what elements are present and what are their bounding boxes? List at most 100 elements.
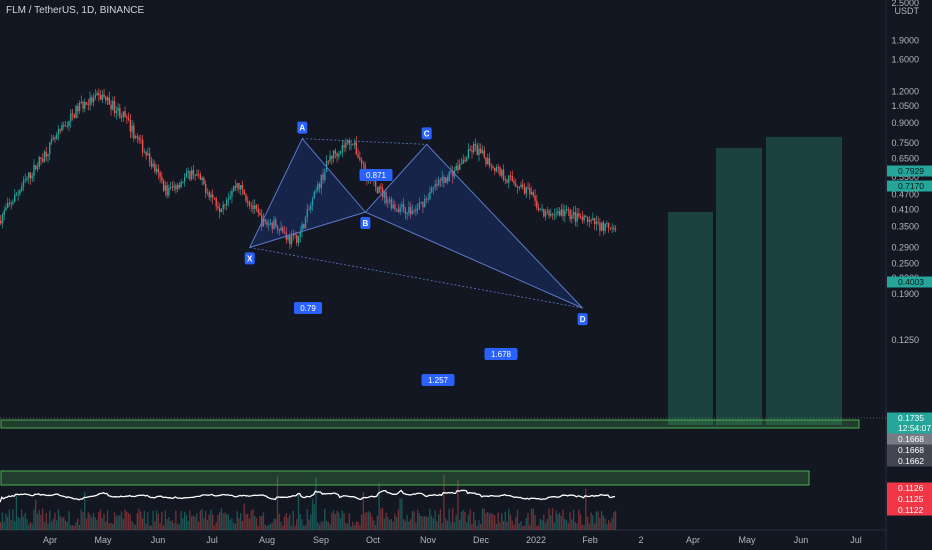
volume-bar [289, 514, 291, 530]
candle-body [276, 226, 279, 230]
candle-body [599, 223, 601, 231]
volume-bar [322, 521, 324, 530]
candle-body [49, 142, 51, 155]
candle-body [43, 151, 46, 162]
volume-bar [213, 525, 216, 530]
candle-body [485, 157, 487, 165]
volume-bar [341, 510, 343, 530]
candle-body [557, 211, 559, 214]
candle-body [359, 157, 361, 160]
candle-body [208, 192, 210, 198]
volume-bar [541, 520, 543, 530]
candle-body [204, 184, 207, 193]
candle-body [203, 177, 205, 185]
candle-body [180, 181, 182, 188]
price-tag-label: 0.7929 [898, 166, 924, 176]
volume-bar [380, 508, 382, 530]
ratio-label: 1.257 [428, 376, 449, 385]
candle-body [306, 209, 308, 217]
candle-body [66, 125, 68, 127]
candle-body [40, 157, 42, 159]
candle-body [233, 186, 235, 192]
volume-bar [161, 511, 163, 530]
candle-body [548, 210, 550, 216]
volume-bar [516, 509, 519, 530]
volume-bar [294, 525, 296, 530]
price-tag-label: 0.4003 [898, 277, 924, 287]
candle-body [339, 151, 342, 155]
candle-body [569, 210, 571, 220]
volume-bar [592, 515, 594, 530]
candle-body [115, 111, 118, 113]
volume-bar [464, 511, 466, 530]
volume-bar [436, 521, 438, 530]
candle-body [138, 137, 140, 140]
candle-body [590, 220, 592, 221]
candle-body [585, 215, 587, 218]
volume-bar [271, 522, 273, 530]
candle-body [471, 150, 473, 153]
candle-body [576, 213, 578, 222]
volume-bar [33, 509, 35, 530]
volume-bar [397, 509, 400, 530]
volume-bar [203, 517, 205, 530]
candle-body [527, 187, 529, 189]
candle-body [259, 212, 261, 216]
candle-body [522, 184, 524, 187]
candle-body [550, 213, 552, 216]
volume-bar [460, 511, 463, 530]
candle-body [257, 208, 259, 213]
candle-body [14, 194, 16, 203]
candle-body [395, 209, 398, 210]
volume-bar [247, 513, 249, 530]
candle-body [374, 180, 377, 188]
price-tag-label: 0.1126 [898, 483, 924, 493]
candle-body [494, 167, 496, 172]
candle-body [124, 111, 126, 117]
candle-body [483, 150, 485, 158]
candle-body [7, 202, 9, 208]
candle-body [301, 224, 303, 232]
candle-body [105, 96, 107, 101]
volume-bar [450, 522, 452, 530]
candle-body [290, 235, 293, 245]
volume-bar [236, 511, 238, 530]
volume-bar [366, 512, 368, 530]
volume-bar [36, 513, 39, 530]
candle-body [45, 151, 47, 157]
volume-bar [240, 513, 242, 530]
volume-bar [381, 508, 384, 530]
candle-body [420, 201, 422, 204]
candle-body [360, 159, 363, 164]
volume-bar [77, 518, 79, 530]
volume-bar [583, 524, 585, 530]
candle-body [222, 204, 224, 210]
volume-bar [376, 515, 378, 530]
volume-bar [187, 520, 189, 530]
volume-bar [327, 521, 329, 530]
volume-bar [252, 509, 254, 530]
candle-body [530, 192, 533, 195]
volume-bar [422, 516, 424, 530]
candle-body [459, 163, 461, 170]
volume-bar [420, 515, 422, 530]
volume-bar [525, 517, 527, 530]
volume-bar [390, 519, 392, 530]
volume-bar [8, 509, 11, 530]
volume-bar [168, 517, 170, 530]
candle-body [565, 209, 568, 211]
candle-body [148, 153, 151, 162]
volume-bar [217, 514, 219, 530]
volume-bar [474, 520, 477, 530]
candle-body [84, 102, 86, 109]
price-tag-label: 12:54:07 [898, 423, 931, 433]
volume-bar [378, 483, 380, 530]
volume-bar [73, 525, 75, 530]
volume-bar [565, 520, 568, 530]
candle-body [543, 208, 545, 217]
volume-bar [3, 521, 5, 530]
candle-body [96, 93, 98, 96]
volume-bar [432, 518, 435, 530]
volume-bar [40, 514, 42, 530]
